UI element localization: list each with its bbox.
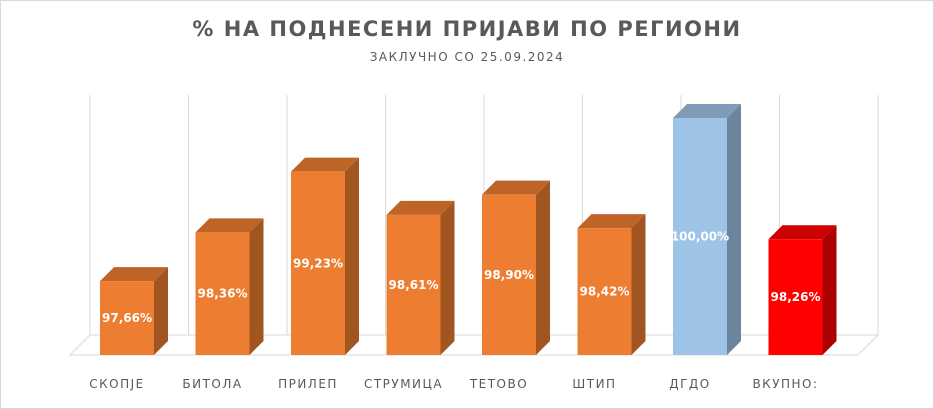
bar-front-face — [768, 239, 823, 355]
bar-front-face — [195, 232, 250, 355]
bar-side-face — [727, 104, 741, 355]
bar-5: 98,90% — [482, 180, 550, 355]
bar-side-face — [631, 214, 646, 355]
category-label: ШТИП — [572, 377, 616, 391]
bar-1: 97,66% — [100, 267, 168, 355]
bar-3: 99,23% — [291, 157, 359, 355]
category-label: ВКУПНО: — [752, 377, 818, 391]
bar-front-face — [100, 281, 154, 355]
chart-floor — [68, 334, 880, 356]
category-label: СТРУМИЦА — [364, 377, 443, 391]
bar-4: 98,61% — [386, 200, 455, 355]
bar-side-face — [822, 225, 837, 355]
category-label: ПРИЛЕП — [278, 377, 338, 391]
data-label: 98,42% — [580, 285, 630, 299]
bar-front-face — [291, 171, 345, 355]
bar-top-face — [100, 267, 168, 282]
bar-side-face — [249, 218, 264, 355]
bar-top-face — [673, 104, 741, 118]
data-label: 99,23% — [293, 256, 343, 270]
data-label: 100,00% — [671, 230, 729, 244]
data-label: 98,26% — [771, 290, 821, 304]
bar-front-face — [673, 118, 727, 355]
bar-6: 98,42% — [577, 214, 646, 355]
bar-top-face — [386, 200, 455, 215]
bar-front-face — [482, 194, 536, 355]
bar-top-face — [577, 214, 646, 229]
category-label: БИТОЛА — [182, 377, 242, 391]
chart-title: % НА ПОДНЕСЕНИ ПРИЈАВИ ПО РЕГИОНИ — [192, 17, 742, 41]
bar-side-face — [345, 157, 359, 355]
data-label: 98,36% — [198, 287, 248, 301]
data-label: 98,90% — [484, 268, 534, 282]
bar-top-face — [768, 225, 837, 240]
bars: 97,66% 98,36% 99,23% 98,61% 98,90% 98,42% 100,… — [100, 104, 837, 355]
data-label: 98,61% — [389, 278, 439, 292]
category-label: ДГДО — [669, 377, 711, 391]
bar-front-face — [386, 214, 441, 355]
bar-7: 100,00% — [671, 104, 741, 355]
bar-top-face — [482, 180, 550, 195]
bar-side-face — [440, 200, 455, 355]
category-label: СКОПЈЕ — [89, 377, 145, 391]
bar-side-face — [536, 180, 550, 355]
data-label: 97,66% — [102, 311, 152, 325]
bar-top-face — [291, 157, 359, 172]
bar-front-face — [577, 228, 632, 355]
category-label: ТЕТОВО — [469, 377, 528, 391]
bar-top-face — [195, 218, 264, 233]
bar-8: 98,26% — [768, 225, 837, 355]
bar-side-face — [154, 267, 168, 355]
bar-2: 98,36% — [195, 218, 264, 355]
chart-subtitle: ЗАКЛУЧНО СО 25.09.2024 — [369, 50, 565, 64]
